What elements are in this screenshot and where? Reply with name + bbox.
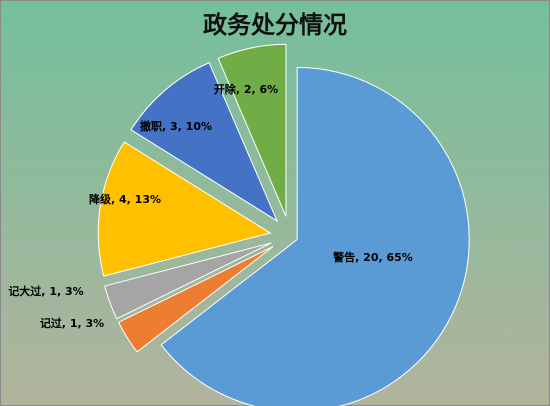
data-label: 警告, 20, 65% (332, 250, 413, 264)
chart-title: 政务处分情况 (203, 11, 347, 39)
data-label: 降级, 4, 13% (89, 192, 161, 206)
pie-slice (160, 67, 470, 406)
pie-slice (97, 141, 272, 277)
pie-slice (130, 62, 279, 223)
pie-slice (117, 246, 274, 353)
pie-slice (217, 43, 287, 217)
data-label: 记大过, 1, 3% (8, 284, 83, 298)
data-label: 撤职, 3, 10% (140, 119, 212, 133)
data-label: 开除, 2, 6% (214, 82, 278, 96)
data-label: 记过, 1, 3% (40, 316, 104, 330)
pie-slice (104, 242, 272, 320)
